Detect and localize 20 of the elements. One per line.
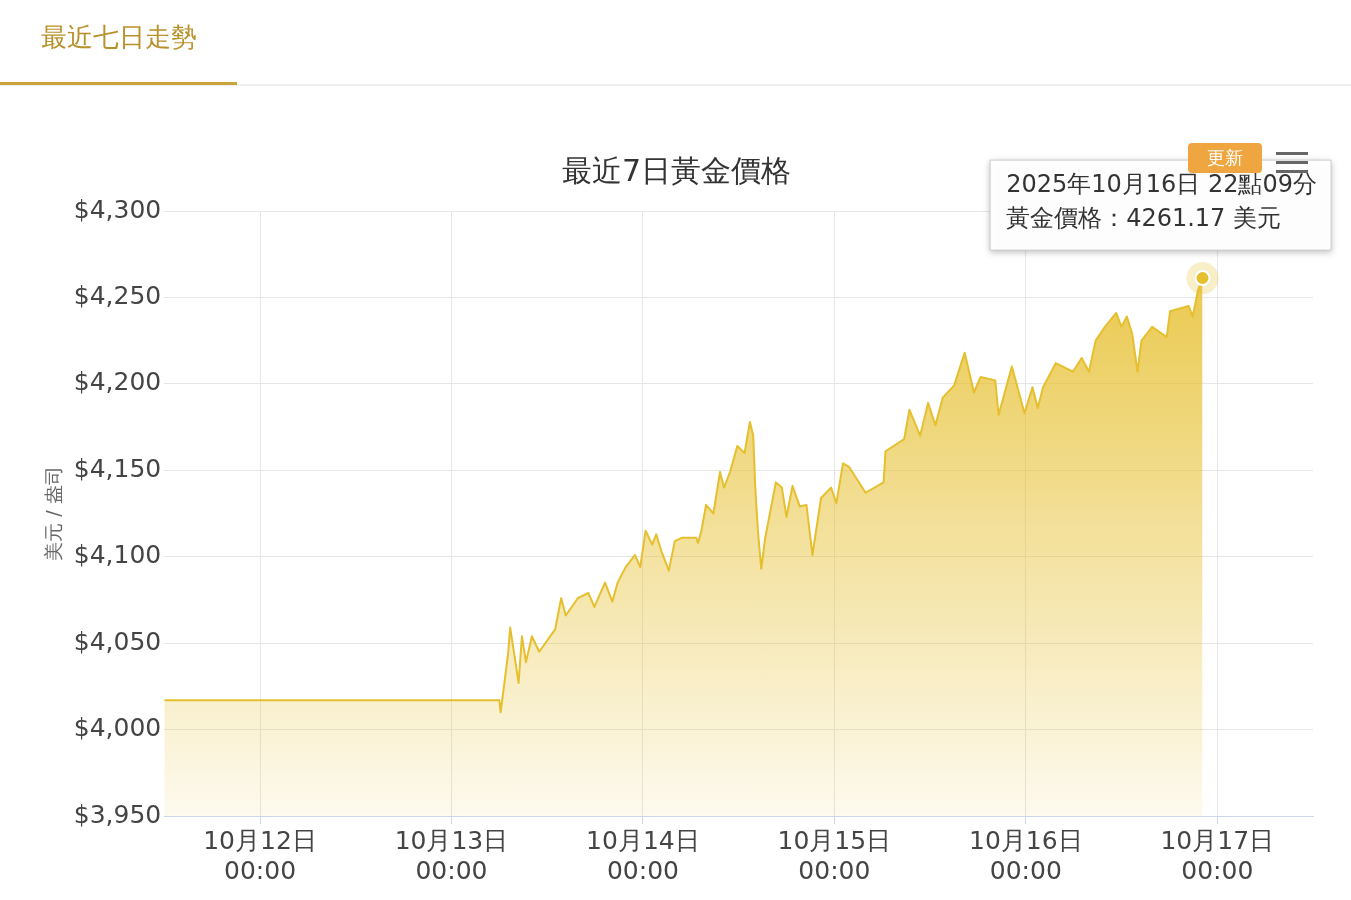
y-tick-label: $4,300	[73, 194, 162, 224]
x-tick-label: 10月17日 00:00	[1160, 825, 1275, 885]
chart-subtitle: 最近七日走勢	[0, 0, 237, 85]
y-tick-label: $3,950	[73, 799, 162, 829]
y-tick-label: $4,250	[73, 280, 162, 310]
x-tick-label: 10月12日 00:00	[203, 825, 317, 885]
y-tick-label: $4,000	[73, 713, 162, 743]
y-tick-label: $4,100	[73, 540, 162, 570]
update-button: 更新	[1188, 143, 1262, 173]
annotation: 黃金價格：4261.17 美元	[1006, 204, 1282, 233]
y-axis-title: 美元 / 盎司	[42, 466, 65, 561]
y-tick-label: $4,150	[73, 453, 162, 483]
x-tick-label: 10月15日 00:00	[777, 825, 892, 885]
x-tick-label: 10月13日 00:00	[394, 825, 509, 885]
x-tick-label: 10月14日 00:00	[586, 825, 700, 885]
y-tick-label: $4,050	[73, 626, 162, 656]
y-tick-label: $4,200	[73, 367, 162, 397]
text: 2025年10月16日 22點09分	[1006, 170, 1318, 199]
x-tick-label: 10月16日 00:00	[969, 825, 1083, 885]
chart-title: 最近7日黃金價格	[561, 152, 792, 188]
